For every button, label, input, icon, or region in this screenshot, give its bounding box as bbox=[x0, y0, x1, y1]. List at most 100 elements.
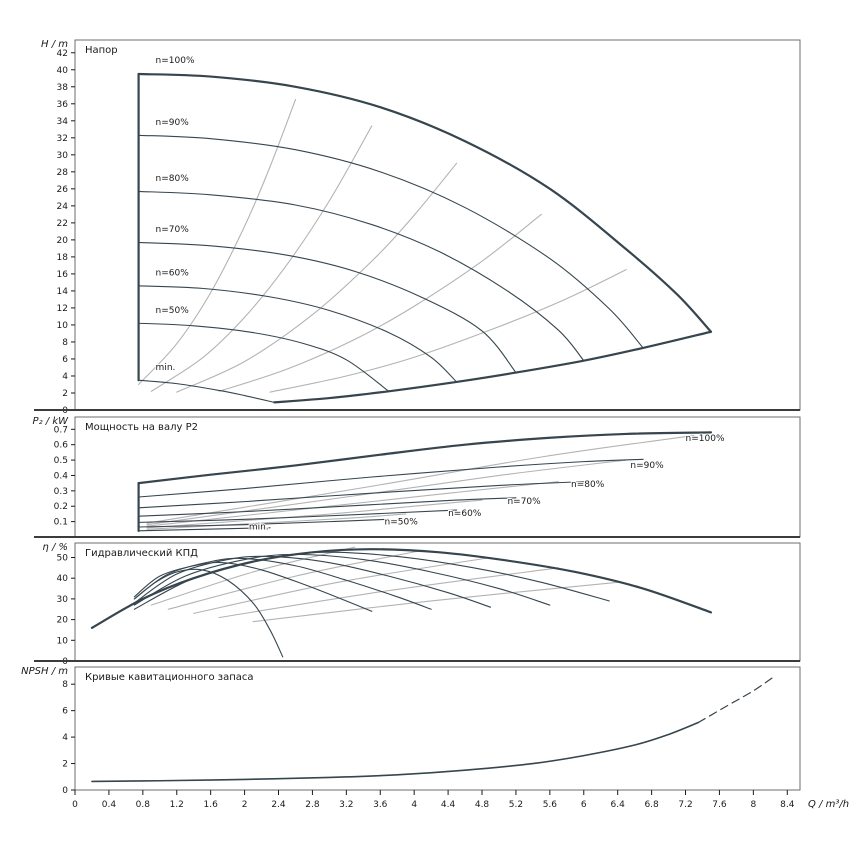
y-tick-label: 26 bbox=[57, 185, 69, 195]
y-tick-label: 10 bbox=[57, 321, 69, 331]
x-tick-label: 0.8 bbox=[136, 800, 151, 810]
y-tick-label: 0.4 bbox=[54, 471, 69, 481]
y-tick-label: 36 bbox=[57, 100, 69, 110]
curve-n90 bbox=[138, 458, 644, 498]
y-tick-label: 30 bbox=[57, 595, 69, 605]
panel-title: Напор bbox=[85, 45, 118, 56]
panel-title: Кривые кавитационного запаса bbox=[85, 672, 254, 683]
curve-n100 bbox=[137, 431, 713, 485]
curve-eta-n70 bbox=[133, 555, 492, 608]
y-tick-label: 40 bbox=[57, 574, 69, 584]
x-tick-label: 2.4 bbox=[271, 800, 286, 810]
x-tick-label: 8 bbox=[750, 800, 756, 810]
x-tick-label: 5.6 bbox=[543, 800, 558, 810]
y-tick-label: 34 bbox=[57, 117, 69, 127]
y-tick-label: 22 bbox=[57, 219, 68, 229]
x-tick-label: 7.2 bbox=[678, 800, 692, 810]
curve-n70 bbox=[138, 497, 517, 517]
curve-label-n100: n=100% bbox=[686, 434, 725, 444]
x-tick-label: 1.6 bbox=[204, 800, 219, 810]
curve-n50 bbox=[138, 322, 390, 392]
panel-npsh: 0 2 4 6 8 NPSH / m Кривые кавитационного запас… bbox=[21, 666, 801, 796]
x-tick-label: 8.4 bbox=[780, 800, 795, 810]
curve-aux-3 bbox=[193, 556, 492, 614]
x-tick-label: 3.6 bbox=[373, 800, 388, 810]
curve-n100 bbox=[137, 72, 713, 333]
curve-eta-n100 bbox=[90, 548, 713, 629]
curve-aux-parabola-4 bbox=[218, 213, 542, 392]
curve-aux-1 bbox=[146, 434, 695, 524]
curve-label-min: min. bbox=[249, 522, 269, 532]
y-tick-label: 40 bbox=[57, 66, 69, 76]
curve-aux-5 bbox=[146, 513, 407, 530]
curve-label-n60: n=60% bbox=[448, 509, 482, 519]
panel-border bbox=[74, 542, 801, 662]
curve-n70 bbox=[138, 241, 517, 374]
curve-label-n50: n=50% bbox=[385, 518, 419, 528]
y-tick-label: 32 bbox=[57, 134, 68, 144]
y-tick-label: 2 bbox=[62, 389, 68, 399]
curve-label-n80: n=80% bbox=[571, 480, 605, 490]
curve-eta-n50 bbox=[133, 561, 373, 612]
x-tick-label: 4 bbox=[411, 800, 417, 810]
y-tick-label: 4 bbox=[62, 372, 68, 382]
y-tick-label: 0 bbox=[62, 786, 68, 796]
curve-n80 bbox=[138, 481, 585, 509]
x-tick-label: 4.4 bbox=[441, 800, 456, 810]
y-axis-label: H / m bbox=[41, 39, 68, 50]
curve-label-n90: n=90% bbox=[156, 118, 190, 128]
y-tick-label: 20 bbox=[57, 616, 69, 626]
curve-eta-min bbox=[133, 568, 284, 658]
y-tick-label: 0.1 bbox=[54, 518, 68, 528]
curve-eta-n60 bbox=[133, 557, 432, 610]
y-tick-label: 2 bbox=[62, 760, 68, 770]
panel-title: Мощность на валу P2 bbox=[85, 422, 198, 433]
curve-label-n80: n=80% bbox=[156, 174, 190, 184]
y-tick-label: 0.7 bbox=[54, 425, 68, 435]
curve-label-n60: n=60% bbox=[156, 269, 190, 279]
y-tick-label: 16 bbox=[57, 270, 69, 280]
curve-n60 bbox=[138, 285, 458, 383]
y-tick-label: 20 bbox=[57, 236, 69, 246]
x-axis: 0 0.4 0.8 1.2 1.6 2 2.4 2.8 3.2 3.6 4 4.4 4.8 5.2 5.6 6… bbox=[72, 790, 849, 810]
curve-aux-2 bbox=[167, 549, 424, 610]
y-tick-label: 8 bbox=[62, 338, 68, 348]
y-tick-label: 8 bbox=[62, 680, 68, 690]
y-tick-label: 42 bbox=[57, 49, 68, 59]
curve-label-n100: n=100% bbox=[156, 56, 195, 66]
curve-aux-parabola-2 bbox=[150, 125, 373, 392]
y-tick-label: 0.3 bbox=[54, 487, 68, 497]
curve-min bbox=[138, 379, 275, 403]
curve-aux-4 bbox=[146, 499, 483, 529]
curve-aux-3 bbox=[146, 481, 559, 527]
y-tick-label: 18 bbox=[57, 253, 69, 263]
y-tick-label: 10 bbox=[57, 636, 69, 646]
curve-aux-5 bbox=[252, 581, 619, 623]
x-tick-label: 4.8 bbox=[475, 800, 490, 810]
curve-eta-n80 bbox=[133, 553, 551, 606]
curve-label-n70: n=70% bbox=[156, 225, 190, 235]
panel-efficiency: 01020304050η / %Гидравлический КПД bbox=[42, 542, 801, 667]
curve-min bbox=[138, 527, 271, 532]
y-tick-label: 14 bbox=[57, 287, 69, 297]
curve-aux-2 bbox=[146, 459, 627, 526]
y-tick-label: 4 bbox=[62, 733, 68, 743]
x-tick-label: 5.2 bbox=[509, 800, 523, 810]
curve-n90 bbox=[138, 134, 644, 349]
curve-n50 bbox=[138, 518, 390, 528]
x-tick-label: 2 bbox=[242, 800, 248, 810]
curve-npsh-curve-extrapolated bbox=[697, 675, 776, 724]
y-tick-label: 38 bbox=[57, 83, 69, 93]
curve-n80 bbox=[138, 190, 585, 362]
y-tick-label: 0.5 bbox=[54, 456, 68, 466]
y-tick-label: 12 bbox=[57, 304, 68, 314]
panel-power: 0.1 0.2 0.3 0.4 0.5 0.6 0.7P₂ / kW Мощность на … bbox=[33, 416, 801, 538]
x-tick-label: 6 bbox=[581, 800, 587, 810]
y-tick-label: 6 bbox=[62, 707, 68, 717]
panel-head: 024681012141618202224262830323436384042H… bbox=[41, 39, 801, 416]
y-tick-label: 50 bbox=[57, 553, 69, 563]
y-tick-label: 0.2 bbox=[54, 502, 68, 512]
curve-aux-parabola-1 bbox=[138, 98, 297, 386]
